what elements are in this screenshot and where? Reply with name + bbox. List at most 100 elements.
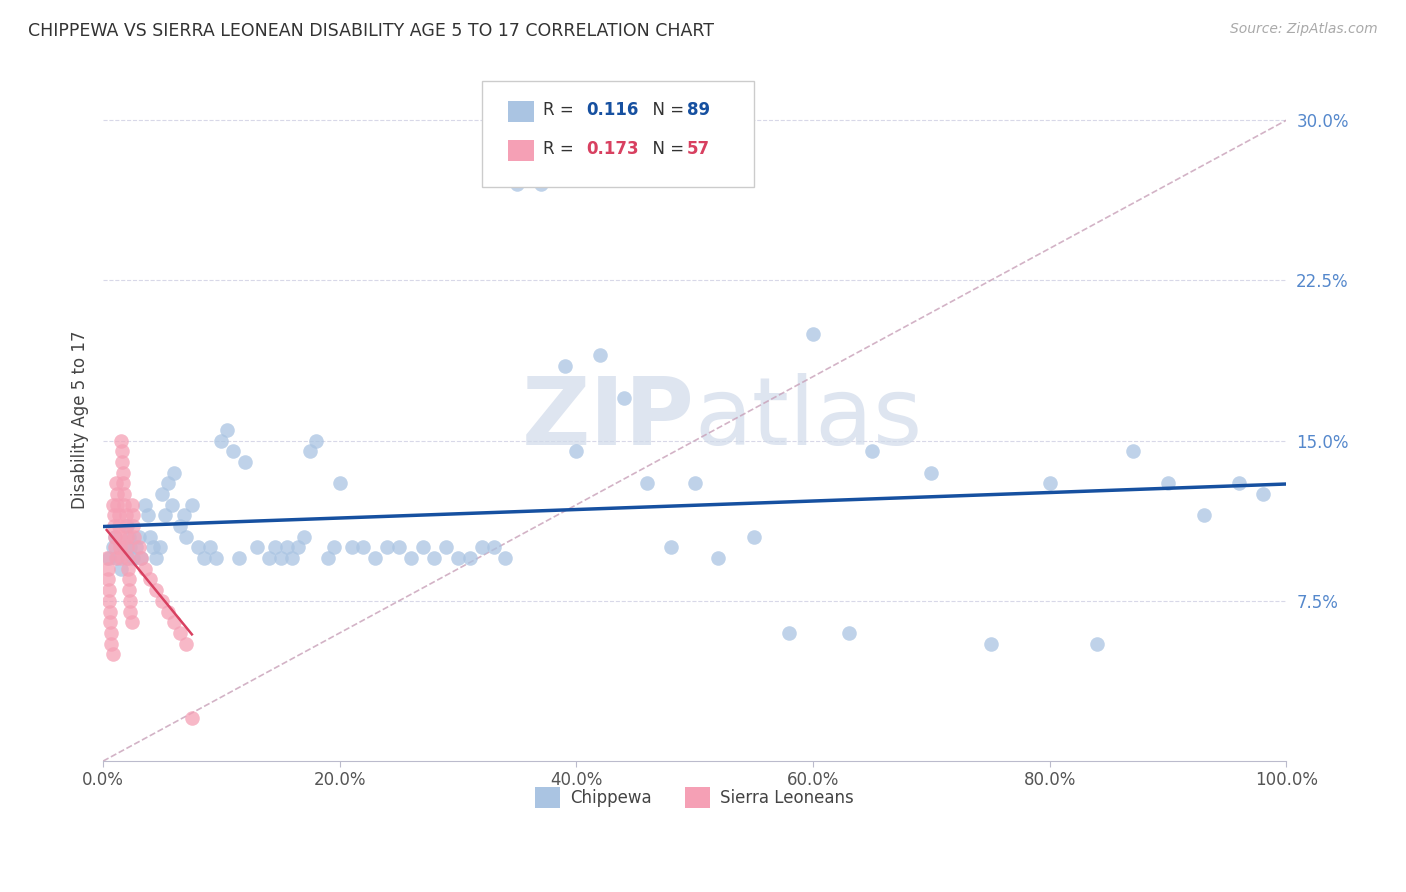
Point [530,178,553,192]
Point [683,476,706,491]
Point [157,605,180,619]
Point [329,476,352,491]
Point [112,541,135,555]
Point [114,519,136,533]
Point [121,498,143,512]
Point [316,551,339,566]
Legend: Chippewa, Sierra Leoneans: Chippewa, Sierra Leoneans [529,780,860,814]
Point [120,594,142,608]
Point [180,498,202,512]
Point [120,541,142,555]
Text: atlas: atlas [695,373,924,466]
Point [423,551,446,566]
Point [104,530,127,544]
Point [108,530,131,544]
Point [136,508,159,523]
Point [1039,476,1062,491]
Point [270,551,292,566]
Point [163,466,186,480]
Point [139,530,162,544]
Point [980,636,1002,650]
Text: 57: 57 [686,140,710,158]
Point [105,551,128,566]
Point [112,498,135,512]
Point [100,636,122,650]
Point [115,541,138,555]
Point [1085,636,1108,650]
Point [129,551,152,566]
Point [364,551,387,566]
Point [434,541,457,555]
Text: 89: 89 [686,102,710,120]
Point [145,551,167,566]
Point [121,508,143,523]
Point [121,551,143,566]
Point [287,541,309,555]
Point [115,551,138,566]
Point [211,434,233,448]
Point [108,541,131,555]
FancyBboxPatch shape [508,140,534,161]
Point [96,551,118,566]
Point [125,541,148,555]
Point [112,487,135,501]
Point [98,551,121,566]
Point [399,551,422,566]
Point [292,530,315,544]
Point [101,498,124,512]
Point [150,487,173,501]
Point [105,551,128,566]
Point [204,551,226,566]
Point [193,551,215,566]
Text: 0.173: 0.173 [586,140,638,158]
Text: N =: N = [641,102,689,120]
Point [101,647,124,661]
Point [860,444,883,458]
Point [145,583,167,598]
Point [637,476,659,491]
Point [1122,444,1144,458]
Point [110,551,132,566]
Point [107,508,129,523]
Point [115,519,138,533]
Point [150,594,173,608]
Point [114,508,136,523]
Point [105,476,128,491]
Point [838,626,860,640]
Point [506,178,529,192]
Point [353,541,375,555]
Point [447,551,470,566]
Point [589,348,612,362]
Point [174,530,197,544]
Point [111,444,134,458]
Point [340,541,363,555]
Point [1251,487,1274,501]
Point [115,530,138,544]
Point [104,541,127,555]
Point [222,444,245,458]
Point [120,605,142,619]
Point [495,551,517,566]
Point [117,562,139,576]
Point [128,541,150,555]
Point [98,615,121,630]
Text: CHIPPEWA VS SIERRA LEONEAN DISABILITY AGE 5 TO 17 CORRELATION CHART: CHIPPEWA VS SIERRA LEONEAN DISABILITY AG… [28,22,714,40]
Point [169,519,191,533]
Point [228,551,250,566]
Point [322,541,344,555]
Point [103,508,125,523]
Point [163,615,186,630]
Point [276,541,298,555]
FancyBboxPatch shape [482,81,754,186]
Point [98,605,121,619]
Point [471,541,494,555]
Point [613,391,636,405]
Point [128,530,150,544]
Point [375,541,398,555]
Point [565,444,588,458]
Point [458,551,481,566]
Point [263,541,285,555]
Point [142,541,165,555]
Point [482,541,505,555]
Text: ZIP: ZIP [522,373,695,466]
